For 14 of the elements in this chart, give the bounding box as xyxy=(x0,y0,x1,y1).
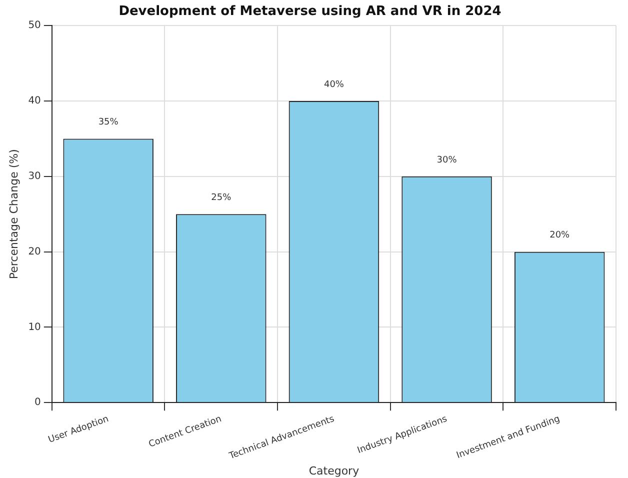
data-label: 30% xyxy=(436,155,458,166)
chart-title: Development of Metaverse using AR and VR in 2024 xyxy=(118,4,502,20)
data-label: 40% xyxy=(324,80,344,90)
y-tick-label: 30 xyxy=(28,171,41,182)
y-tick-label: 50 xyxy=(28,20,41,32)
y-tick-label: 10 xyxy=(28,322,41,333)
y-tick-label: 40 xyxy=(28,96,41,107)
y-tick-label: 20 xyxy=(28,246,41,258)
y-tick-label: 0 xyxy=(34,397,41,408)
data-label: 25% xyxy=(211,192,232,203)
x-axis-title: Category xyxy=(308,464,360,478)
data-label: 20% xyxy=(550,230,570,241)
data-label: 35% xyxy=(98,118,119,128)
y-axis-title: Percentage Change (%) xyxy=(7,149,20,280)
